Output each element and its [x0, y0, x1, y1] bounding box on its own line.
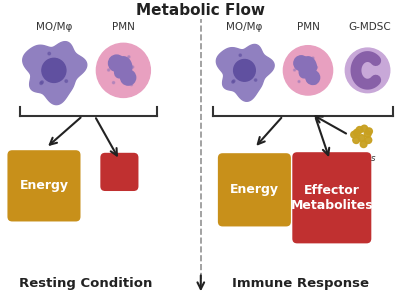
Circle shape [366, 128, 372, 135]
Circle shape [113, 62, 116, 64]
Circle shape [283, 46, 333, 95]
Circle shape [96, 43, 150, 98]
Text: PMN: PMN [112, 21, 135, 32]
Text: MO/Mφ: MO/Mφ [226, 21, 263, 32]
Circle shape [299, 62, 301, 64]
Circle shape [351, 131, 358, 138]
Circle shape [316, 66, 318, 68]
Circle shape [56, 61, 59, 64]
Polygon shape [23, 42, 87, 104]
Circle shape [122, 78, 124, 80]
Circle shape [307, 77, 309, 79]
FancyBboxPatch shape [8, 150, 80, 221]
Circle shape [128, 56, 130, 58]
Text: MO/Mφ: MO/Mφ [36, 21, 72, 32]
Circle shape [306, 71, 320, 85]
Circle shape [241, 76, 243, 79]
Circle shape [356, 127, 363, 133]
Circle shape [353, 137, 360, 143]
Circle shape [45, 68, 48, 71]
Circle shape [354, 129, 360, 136]
Circle shape [108, 55, 125, 71]
Circle shape [50, 77, 53, 79]
Circle shape [298, 81, 300, 82]
Circle shape [361, 125, 368, 132]
FancyBboxPatch shape [100, 153, 138, 191]
Circle shape [239, 54, 242, 56]
Text: S. aureus: S. aureus [335, 154, 376, 163]
Circle shape [116, 65, 127, 76]
Circle shape [311, 63, 312, 65]
Text: Metabolic Flow: Metabolic Flow [136, 3, 265, 18]
Circle shape [234, 59, 255, 81]
Circle shape [42, 58, 66, 82]
Text: Energy: Energy [20, 179, 68, 192]
Text: Energy: Energy [230, 183, 279, 196]
Circle shape [237, 68, 239, 71]
Circle shape [364, 130, 371, 137]
Circle shape [314, 82, 316, 84]
Circle shape [365, 137, 372, 143]
Circle shape [360, 141, 367, 148]
Circle shape [358, 135, 365, 141]
Circle shape [251, 66, 254, 68]
FancyBboxPatch shape [292, 152, 371, 243]
Circle shape [232, 81, 234, 83]
Text: Resting Condition: Resting Condition [19, 277, 152, 290]
Circle shape [247, 62, 249, 65]
Circle shape [130, 84, 132, 86]
Text: Effector
Metabolites: Effector Metabolites [290, 184, 373, 212]
FancyBboxPatch shape [218, 153, 291, 226]
Circle shape [126, 62, 128, 64]
Circle shape [120, 70, 136, 85]
Circle shape [112, 82, 115, 84]
Circle shape [345, 48, 390, 93]
Polygon shape [216, 44, 274, 101]
Circle shape [40, 82, 42, 85]
Text: Immune Response: Immune Response [232, 277, 368, 290]
Circle shape [254, 79, 257, 81]
Circle shape [301, 66, 311, 75]
Circle shape [41, 81, 43, 83]
Circle shape [312, 57, 314, 59]
Text: PMN: PMN [296, 21, 320, 32]
Circle shape [48, 52, 50, 55]
Circle shape [108, 69, 110, 71]
Circle shape [233, 80, 235, 82]
Circle shape [61, 66, 64, 68]
Circle shape [132, 66, 134, 68]
Text: G-MDSC: G-MDSC [348, 21, 391, 32]
Circle shape [294, 56, 309, 71]
Circle shape [65, 80, 68, 82]
Circle shape [294, 69, 296, 71]
